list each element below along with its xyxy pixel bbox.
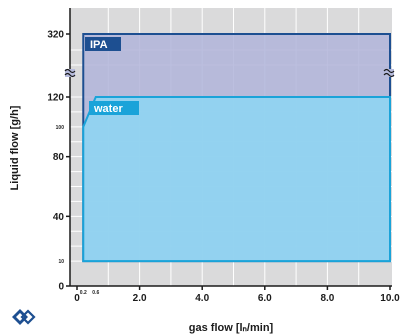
svg-text:water: water xyxy=(93,103,123,115)
series-area-water xyxy=(82,96,391,263)
series-label-ipa: IPA xyxy=(85,37,121,51)
x-tick-label: 0 xyxy=(74,293,80,304)
axis-break-icon xyxy=(64,68,76,78)
x-tick-label: 4.0 xyxy=(195,293,209,304)
y-tick-label: 80 xyxy=(53,152,65,163)
x-tick-label-small: 0.2 xyxy=(80,290,87,296)
axis-break-icon xyxy=(383,68,395,78)
x-tick-label: 6.0 xyxy=(258,293,272,304)
series-label-water: water xyxy=(89,101,139,115)
tick-labels: 0 40 80 120 320 10 100 0 2.0 4.0 6.0 8.0 10.0 0.2 0.6 xyxy=(47,30,400,305)
x-axis-title: gas flow [lₙ/min] xyxy=(189,322,274,334)
axes xyxy=(69,8,392,287)
diamond-logo-icon xyxy=(12,309,36,325)
x-tick-label: 10.0 xyxy=(380,293,400,304)
y-tick-label: 0 xyxy=(58,282,64,293)
series-labels: IPA water xyxy=(85,37,139,115)
y-tick-label: 40 xyxy=(53,212,65,223)
x-tick-label: 2.0 xyxy=(133,293,147,304)
y-tick-label-small: 10 xyxy=(58,259,64,265)
svg-text:IPA: IPA xyxy=(90,39,108,51)
y-tick-label: 320 xyxy=(47,30,64,41)
axis-break-marks xyxy=(64,68,395,78)
y-tick-label-small: 100 xyxy=(56,125,65,131)
series-areas xyxy=(82,33,391,263)
y-axis-title: Liquid flow [g/h] xyxy=(9,105,21,190)
x-tick-label-small: 0.6 xyxy=(92,290,99,296)
y-tick-label: 120 xyxy=(47,93,64,104)
x-tick-label: 8.0 xyxy=(320,293,334,304)
